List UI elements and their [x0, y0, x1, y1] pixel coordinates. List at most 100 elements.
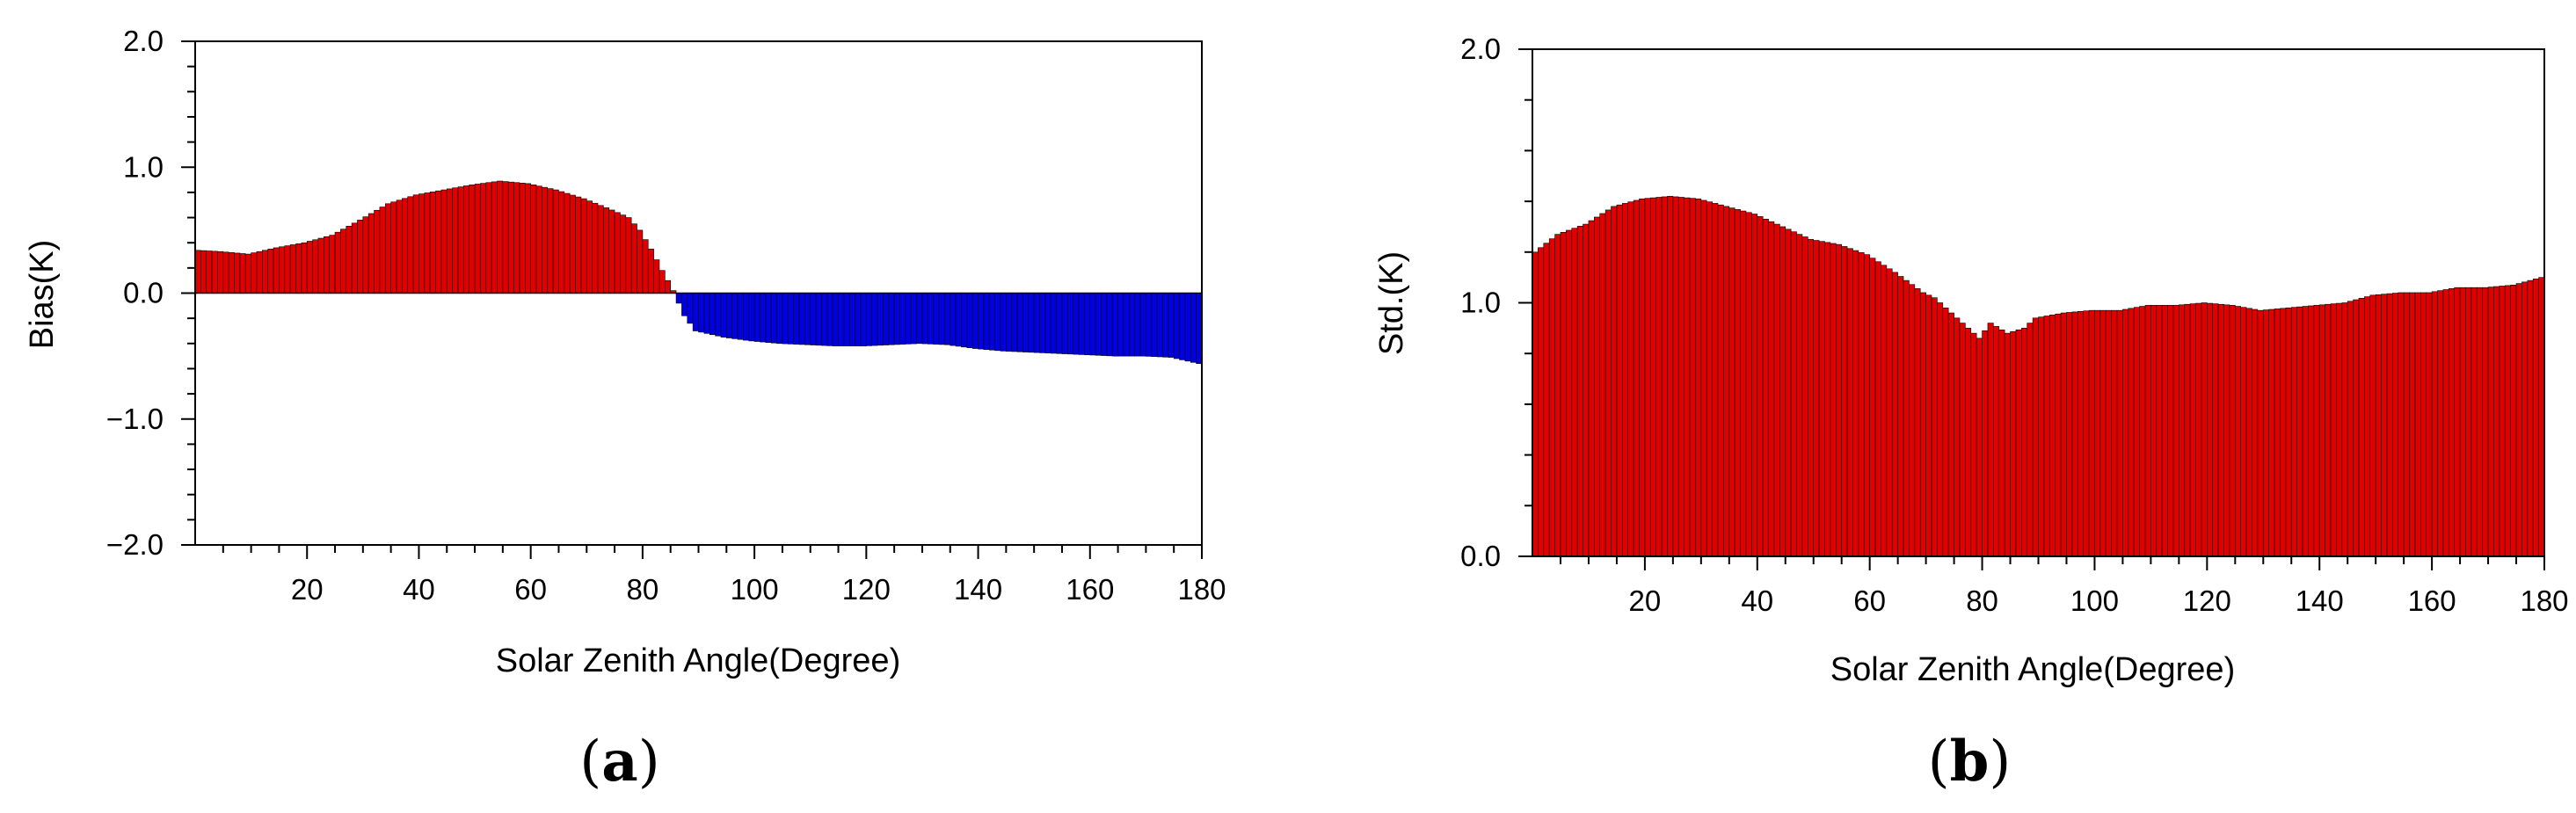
std-bar: [2515, 283, 2522, 557]
std-bar: [1909, 284, 1916, 557]
bias-bar: [206, 250, 213, 294]
std-bar: [1672, 196, 1679, 557]
bias-bar: [893, 293, 900, 345]
bias-bar: [569, 194, 576, 294]
std-bar: [2437, 290, 2444, 557]
std-bar: [2167, 305, 2174, 557]
bias-bar: [988, 293, 995, 351]
std-bar: [1717, 204, 1724, 557]
std-bar: [2043, 316, 2050, 557]
bias-bar: [262, 250, 268, 294]
std-bar: [1954, 317, 1961, 557]
std-bar: [2268, 309, 2275, 557]
bias-x-tick-label: 160: [1066, 573, 1114, 606]
std-bar: [2179, 304, 2186, 557]
bias-bar: [575, 196, 582, 294]
bias-bar: [301, 242, 308, 294]
std-bar: [2280, 308, 2287, 557]
bias-bar: [681, 293, 688, 316]
bias-x-axis-title: Solar Zenith Angle(Degree): [496, 642, 900, 679]
bias-bar: [787, 293, 794, 345]
bias-bar: [798, 293, 805, 345]
bias-bar: [390, 201, 397, 294]
std-bar: [1745, 212, 1752, 557]
bias-bar: [497, 180, 504, 294]
bias-bar: [709, 293, 716, 336]
std-bar: [2139, 306, 2146, 557]
bias-bar: [860, 293, 867, 346]
bias-bar: [1173, 293, 1180, 359]
std-bar: [2420, 292, 2427, 557]
bias-bar: [1067, 293, 1073, 355]
std-bar: [1919, 292, 1926, 557]
bias-bar: [944, 293, 951, 345]
std-bar: [1616, 204, 1623, 557]
std-x-tick-label: 100: [2070, 584, 2119, 617]
bias-x-tick-label: 40: [403, 573, 435, 606]
bias-bar: [284, 245, 291, 294]
panel-label-a: (a): [579, 729, 659, 795]
std-bar: [1734, 209, 1741, 557]
std-bar: [2431, 291, 2438, 557]
std-bar: [1599, 213, 1606, 557]
std-bar: [2195, 302, 2202, 557]
bias-bar: [971, 293, 979, 349]
bias-bar: [753, 293, 760, 342]
bias-bar: [289, 244, 296, 294]
std-bar: [2111, 309, 2118, 557]
bias-bar: [888, 293, 895, 345]
std-bar: [1655, 197, 1663, 557]
std-x-tick-label: 140: [2296, 584, 2344, 617]
bias-bar: [703, 293, 710, 334]
std-bar: [1925, 294, 1932, 557]
std-bar: [2285, 307, 2292, 557]
bias-bar: [273, 247, 280, 294]
bias-x-tick-label: 20: [291, 573, 324, 606]
std-bar: [1700, 200, 1707, 557]
bias-y-tick-label: 2.0: [123, 25, 164, 57]
bias-bar: [1073, 293, 1080, 355]
bias-bar: [855, 293, 862, 346]
std-bar: [2448, 288, 2455, 557]
bias-x-tick-label: 60: [514, 573, 547, 606]
std-bar: [2290, 307, 2297, 557]
bias-bar: [547, 188, 554, 294]
bias-bar: [418, 193, 426, 294]
std-bar: [1583, 223, 1590, 557]
std-bar: [1571, 228, 1578, 557]
bias-bar: [1022, 293, 1030, 352]
std-bar: [2201, 302, 2208, 557]
std-bar: [1830, 243, 1837, 557]
bias-bar: [222, 251, 229, 294]
panel-label-b: (b): [1928, 729, 2012, 795]
bias-bar: [446, 188, 453, 294]
bias-bar: [848, 293, 855, 346]
bias-bar: [1151, 293, 1158, 357]
std-y-axis-title: Std.(K): [1373, 251, 1410, 355]
bias-bar: [374, 209, 381, 294]
bias-bar: [1006, 293, 1013, 352]
bias-bar: [692, 293, 699, 331]
bias-bar: [928, 293, 934, 345]
std-bar: [1543, 243, 1550, 557]
std-bar: [2150, 305, 2158, 557]
std-x-tick-label: 180: [2520, 584, 2568, 617]
std-bar: [2229, 305, 2236, 557]
panel-label-b-letter: b: [1950, 729, 1990, 795]
std-bar: [2060, 312, 2067, 557]
std-bar: [2038, 316, 2045, 557]
std-bar: [1548, 238, 1555, 557]
bias-bar: [905, 293, 912, 345]
std-bar: [2398, 292, 2405, 557]
std-bar: [2116, 309, 2123, 557]
bias-bar: [938, 293, 945, 345]
std-bar: [2476, 287, 2483, 557]
bias-bar: [558, 191, 565, 294]
std-bar: [1677, 197, 1685, 557]
bias-bar: [950, 293, 957, 346]
bias-x-tick-label: 140: [954, 573, 1002, 606]
bias-bar: [637, 229, 644, 294]
bias-bar: [200, 250, 207, 294]
bias-bar: [883, 293, 890, 345]
std-bar: [1594, 216, 1601, 557]
